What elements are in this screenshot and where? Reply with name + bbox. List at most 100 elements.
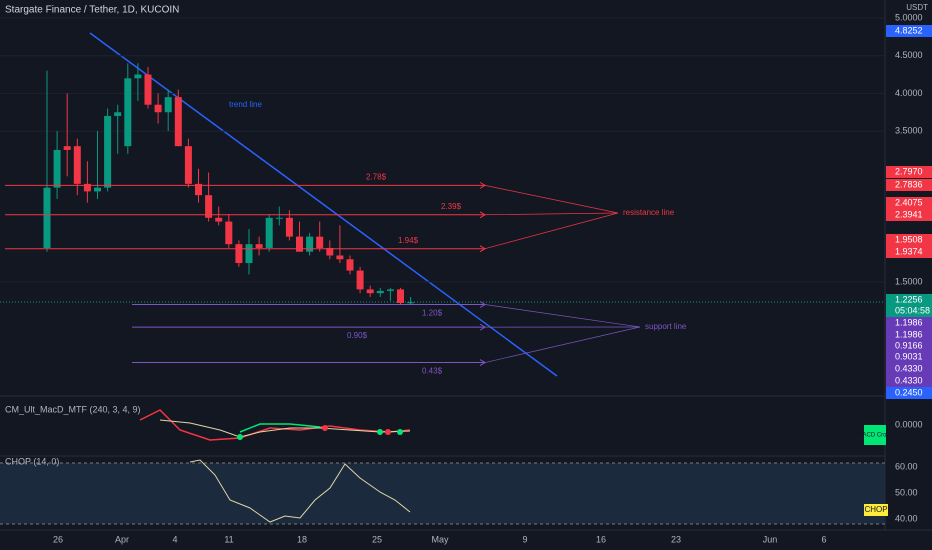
price-label-box [886, 234, 932, 246]
candle-body [225, 221, 233, 245]
candle-body [94, 187, 101, 192]
price-label-box [886, 351, 932, 363]
support-label: support line [645, 322, 687, 331]
chop-band [0, 463, 885, 524]
time-tick: 26 [53, 534, 63, 544]
trend-label: trend line [229, 100, 262, 109]
support-price: 0.90$ [347, 331, 368, 340]
resistance-price: 2.39$ [441, 202, 462, 211]
candle-body [386, 289, 394, 291]
candle-body [285, 217, 293, 237]
price-label-box [886, 375, 932, 387]
price-label-box [886, 363, 932, 375]
chop-badge-text: CHOP [864, 505, 887, 514]
price-label-box [886, 246, 932, 258]
candle-body [306, 236, 314, 252]
price-label-box [886, 340, 932, 352]
time-tick: May [431, 534, 449, 544]
candle-body [316, 236, 324, 248]
currency: USDT [906, 3, 928, 12]
candle-body [346, 259, 354, 271]
price-label: 1.2256 [895, 294, 923, 304]
candle-body [43, 187, 51, 248]
chop-tick: 40.00 [895, 513, 918, 523]
price-tick: 3.5000 [895, 125, 923, 135]
time-tick: 11 [224, 534, 233, 544]
support-price: 0.43$ [422, 367, 443, 376]
candle-body [53, 149, 61, 188]
candle-body [366, 289, 374, 294]
pointer [484, 185, 619, 214]
price-label-box [886, 166, 932, 178]
signal-line [159, 419, 411, 438]
macd-up [239, 423, 321, 433]
time-tick: 18 [297, 534, 307, 544]
price-label-box [886, 179, 932, 191]
candle-body [124, 78, 132, 147]
price-tick: 4.5000 [895, 50, 923, 60]
resistance-label: resistance line [623, 208, 675, 217]
time-tick: 6 [821, 534, 826, 544]
time-tick: 4 [172, 534, 177, 544]
price-label: 1.1986 [895, 329, 923, 339]
cross-dot [377, 429, 383, 435]
candle-body [376, 290, 384, 294]
candle-body [154, 104, 162, 113]
symbol-title: Stargate Finance / Tether, 1D, KUCOIN [5, 5, 179, 16]
resistance-price: 1.94$ [398, 236, 419, 245]
pointer [484, 326, 641, 363]
price-label: 0.9166 [895, 340, 923, 350]
candle-body [275, 217, 283, 219]
candle-body [195, 183, 202, 196]
cross-dot [322, 425, 328, 431]
time-tick: 23 [671, 534, 681, 544]
time-tick: 9 [522, 534, 527, 544]
candle-body [104, 116, 112, 188]
price-label: 2.7970 [895, 166, 923, 176]
candle-body [114, 112, 122, 117]
price-label: 0.4330 [895, 375, 923, 385]
price-label-box [886, 209, 932, 221]
pointer [484, 212, 619, 250]
time-tick: 16 [596, 534, 606, 544]
pointer [484, 212, 619, 216]
price-tick: 4.0000 [895, 88, 923, 98]
macd-badge-text: MACD Cross [857, 433, 892, 439]
chop-tick: 60.00 [895, 461, 918, 471]
candle-body [356, 270, 364, 290]
cross-dot [397, 429, 403, 435]
price-label-box [886, 25, 932, 37]
macd-line [139, 409, 411, 441]
price-label: 05:04:58 [895, 305, 930, 315]
price-label-box [886, 294, 932, 306]
chop-line [189, 459, 411, 523]
candle-body [296, 236, 303, 252]
time-tick: 25 [372, 534, 382, 544]
chop-title: CHOP (14, 0) [5, 456, 59, 466]
cross-dot [385, 429, 391, 435]
support-price: 1.20$ [422, 309, 443, 318]
macd-title: CM_Ult_MacD_MTF (240, 3, 4, 9) [5, 404, 141, 414]
candle-body [144, 74, 152, 105]
price-label-box [886, 197, 932, 209]
price-label: 1.9508 [895, 234, 923, 244]
price-label: 1.9374 [895, 246, 923, 256]
price-label: 2.3941 [895, 209, 923, 219]
price-label: 2.7836 [895, 179, 923, 189]
candle-body [235, 244, 243, 264]
candle-body [215, 217, 223, 222]
macd-badge [864, 425, 886, 445]
candle-body [205, 195, 213, 218]
candle-body [326, 247, 334, 256]
price-label: 4.8252 [895, 25, 923, 35]
candle-body [407, 302, 415, 304]
candle-body [265, 217, 273, 248]
candle-body [164, 97, 172, 113]
candle-body [336, 255, 344, 260]
resistance-price: 2.78$ [366, 172, 387, 181]
price-label: 0.4330 [895, 363, 923, 373]
candle-body [255, 244, 263, 248]
price-label: 0.2450 [895, 387, 923, 397]
price-label-box [886, 329, 932, 341]
